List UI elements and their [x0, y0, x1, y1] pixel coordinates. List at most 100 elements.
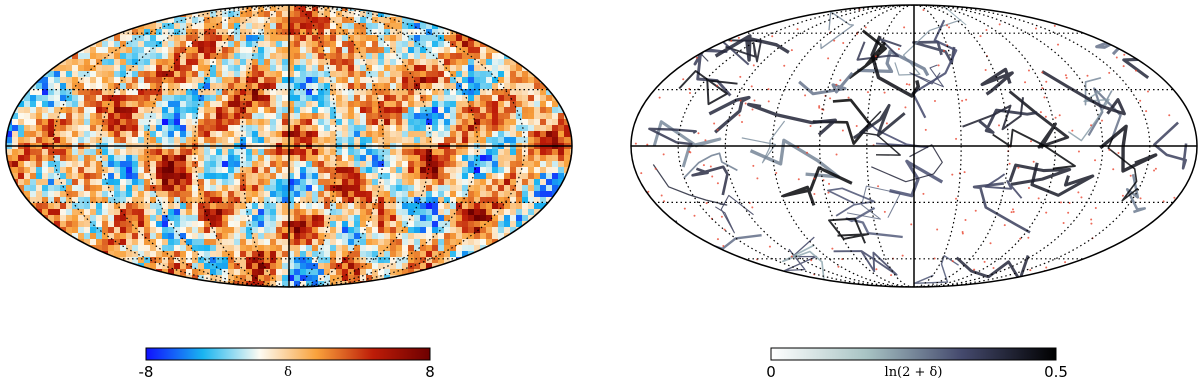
map-pixel: [84, 281, 90, 287]
halo-dot: [659, 97, 661, 99]
map-pixel: [84, 167, 90, 173]
map-pixel: [90, 35, 96, 41]
map-pixel: [426, 53, 432, 59]
map-pixel: [108, 245, 114, 251]
map-pixel: [438, 149, 444, 155]
map-pixel: [54, 263, 60, 269]
map-pixel: [246, 41, 252, 47]
map-pixel: [504, 179, 510, 185]
map-pixel: [96, 77, 102, 83]
map-pixel: [330, 167, 336, 173]
map-pixel: [474, 29, 480, 35]
map-pixel: [24, 167, 30, 173]
halo-dot: [1041, 71, 1043, 73]
map-pixel: [150, 5, 156, 11]
map-pixel: [114, 119, 120, 125]
map-pixel: [378, 71, 384, 77]
map-pixel: [150, 227, 156, 233]
map-pixel: [456, 53, 462, 59]
map-pixel: [72, 11, 78, 17]
map-pixel: [480, 17, 486, 23]
map-pixel: [222, 125, 228, 131]
map-pixel: [456, 203, 462, 209]
map-pixel: [438, 29, 444, 35]
map-pixel: [222, 65, 228, 71]
map-pixel: [204, 95, 210, 101]
map-pixel: [114, 263, 120, 269]
map-pixel: [564, 71, 570, 77]
map-pixel: [420, 275, 426, 281]
map-pixel: [456, 275, 462, 281]
map-pixel: [456, 263, 462, 269]
map-pixel: [240, 239, 246, 245]
map-pixel: [228, 23, 234, 29]
map-pixel: [564, 107, 570, 113]
map-pixel: [312, 239, 318, 245]
map-pixel: [360, 185, 366, 191]
map-pixel: [228, 71, 234, 77]
map-pixel: [102, 131, 108, 137]
map-pixel: [36, 107, 42, 113]
map-pixel: [390, 245, 396, 251]
map-pixel: [150, 35, 156, 41]
map-pixel: [234, 275, 240, 281]
map-pixel: [432, 245, 438, 251]
map-pixel: [132, 215, 138, 221]
map-pixel: [522, 95, 528, 101]
map-pixel: [162, 71, 168, 77]
map-pixel: [156, 47, 162, 53]
halo-dot: [650, 25, 652, 27]
map-pixel: [570, 257, 576, 263]
map-pixel: [558, 269, 564, 275]
map-pixel: [552, 227, 558, 233]
map-pixel: [228, 149, 234, 155]
map-pixel: [258, 83, 264, 89]
map-pixel: [396, 83, 402, 89]
map-pixel: [348, 209, 354, 215]
map-pixel: [126, 107, 132, 113]
halo-dot: [1054, 25, 1056, 27]
map-pixel: [78, 17, 84, 23]
map-pixel: [384, 257, 390, 263]
map-pixel: [396, 155, 402, 161]
map-pixel: [186, 257, 192, 263]
map-pixel: [294, 239, 300, 245]
map-pixel: [534, 251, 540, 257]
map-pixel: [276, 149, 282, 155]
map-pixel: [486, 209, 492, 215]
map-pixel: [330, 41, 336, 47]
map-pixel: [348, 173, 354, 179]
map-pixel: [120, 119, 126, 125]
map-pixel: [534, 83, 540, 89]
map-pixel: [330, 59, 336, 65]
map-pixel: [138, 35, 144, 41]
map-pixel: [276, 203, 282, 209]
map-pixel: [336, 245, 342, 251]
halo-dot: [810, 259, 812, 261]
map-pixel: [444, 11, 450, 17]
map-pixel: [420, 167, 426, 173]
map-pixel: [36, 233, 42, 239]
map-pixel: [468, 185, 474, 191]
map-pixel: [294, 179, 300, 185]
map-pixel: [300, 107, 306, 113]
map-pixel: [6, 185, 12, 191]
map-pixel: [534, 113, 540, 119]
map-pixel: [48, 107, 54, 113]
map-pixel: [12, 89, 18, 95]
map-pixel: [318, 23, 324, 29]
map-pixel: [84, 101, 90, 107]
map-pixel: [30, 71, 36, 77]
map-pixel: [342, 251, 348, 257]
map-pixel: [498, 59, 504, 65]
map-pixel: [378, 263, 384, 269]
map-pixel: [162, 59, 168, 65]
map-pixel: [372, 161, 378, 167]
map-pixel: [216, 245, 222, 251]
map-pixel: [96, 209, 102, 215]
map-pixel: [78, 275, 84, 281]
map-pixel: [252, 107, 258, 113]
map-pixel: [324, 161, 330, 167]
map-pixel: [276, 113, 282, 119]
map-pixel: [228, 65, 234, 71]
